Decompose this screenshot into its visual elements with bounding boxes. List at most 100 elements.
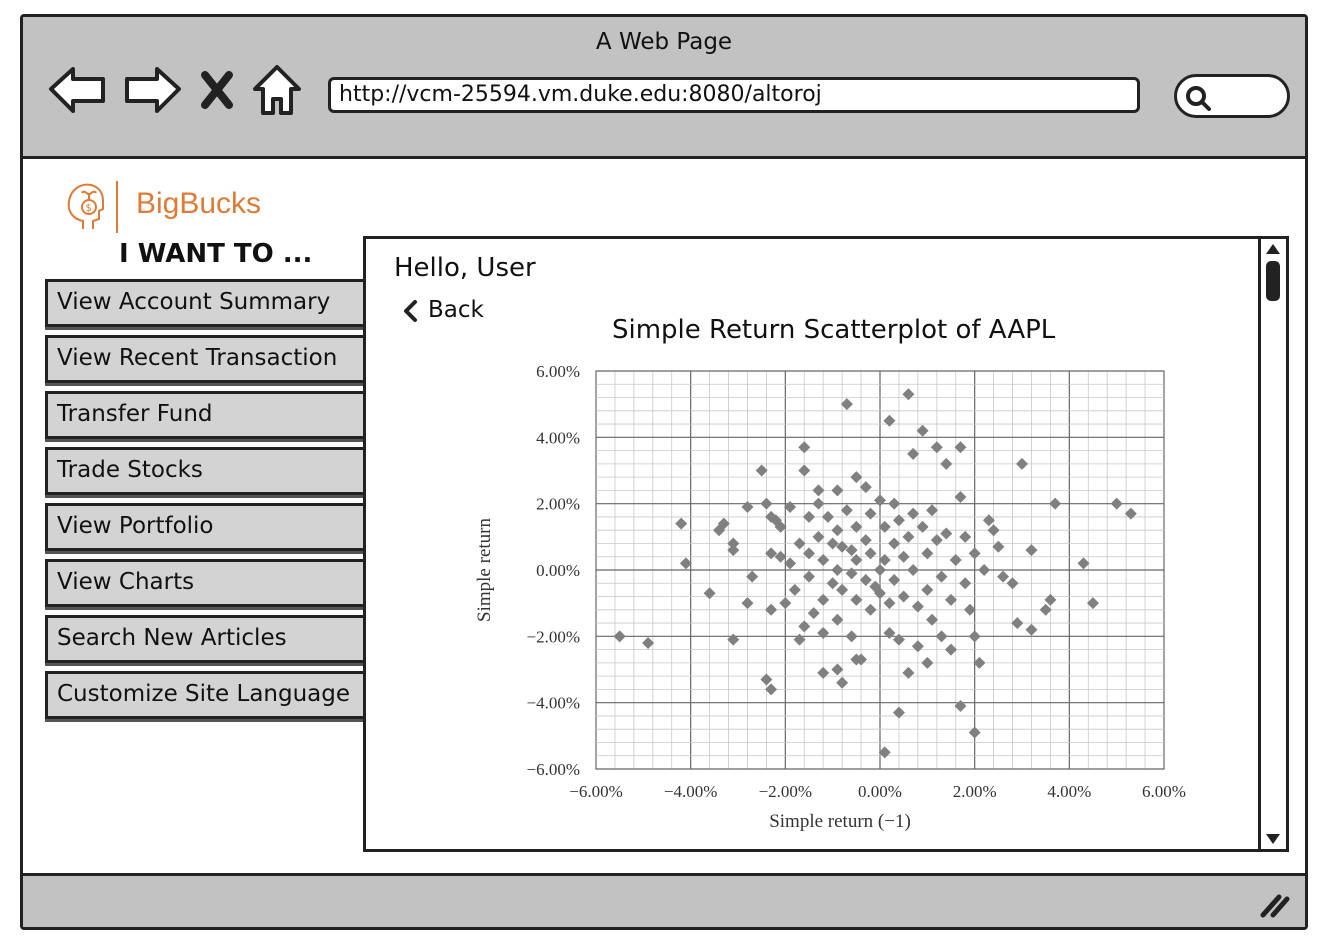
data-point: [1011, 617, 1024, 630]
data-point: [963, 603, 976, 616]
scatter-chart: −6.00% −4.00% −2.00% 0.00% 2.00% 4.00% 6.00% −6…: [474, 362, 1186, 832]
y-tick-label: 4.00%: [536, 428, 580, 447]
address-bar[interactable]: http://vcm-25594.vm.duke.edu:8080/altoro…: [328, 77, 1140, 113]
sidebar-item-view-charts[interactable]: View Charts: [45, 559, 365, 607]
data-point: [973, 656, 986, 669]
data-point: [1025, 623, 1038, 636]
data-point: [812, 484, 825, 497]
data-point: [798, 464, 811, 477]
data-point: [831, 663, 844, 676]
data-point: [892, 706, 905, 719]
data-point: [968, 726, 981, 739]
sidebar-menu: View Account Summary View Recent Transac…: [45, 279, 365, 727]
data-point: [992, 540, 1005, 553]
data-point: [864, 547, 877, 560]
data-point: [1087, 597, 1099, 610]
scroll-up-arrow-icon[interactable]: [1263, 241, 1283, 257]
data-point: [926, 504, 939, 517]
back-link[interactable]: Back: [402, 297, 484, 323]
data-point: [859, 534, 872, 547]
data-point: [954, 491, 967, 504]
data-point: [921, 583, 934, 596]
sidebar-item-customize-site-language[interactable]: Customize Site Language: [45, 671, 365, 719]
browser-search-input[interactable]: [1174, 74, 1290, 118]
data-point: [864, 603, 877, 616]
data-point: [798, 620, 811, 633]
data-point: [741, 500, 754, 513]
data-point: [997, 570, 1010, 583]
data-point: [840, 504, 853, 517]
data-point: [892, 514, 905, 527]
scroll-down-arrow-icon[interactable]: [1263, 831, 1283, 847]
data-point: [760, 673, 773, 686]
chart-title: Simple Return Scatterplot of AAPL: [612, 315, 1056, 345]
stop-icon[interactable]: [197, 61, 237, 119]
x-axis-label: Simple return (−1): [769, 811, 911, 832]
data-point: [817, 666, 830, 679]
back-arrow-icon[interactable]: [47, 61, 107, 119]
data-point: [878, 554, 891, 567]
data-point: [878, 746, 891, 759]
forward-arrow-icon[interactable]: [123, 61, 183, 119]
data-point: [954, 441, 967, 454]
data-point: [907, 447, 920, 460]
data-point: [850, 653, 863, 666]
y-tick-label: 6.00%: [536, 362, 580, 381]
data-point: [831, 613, 844, 626]
data-point: [874, 587, 886, 600]
data-point: [911, 640, 924, 653]
data-point: [845, 544, 858, 557]
sidebar-item-trade-stocks[interactable]: Trade Stocks: [45, 447, 365, 495]
data-point: [883, 597, 896, 610]
data-point: [897, 550, 910, 563]
sidebar-item-search-new-articles[interactable]: Search New Articles: [45, 615, 365, 663]
x-tick-label: −2.00%: [759, 782, 813, 801]
y-tick-label: −4.00%: [527, 694, 581, 713]
data-point: [727, 544, 740, 557]
sidebar-item-transfer-fund[interactable]: Transfer Fund: [45, 391, 365, 439]
data-point: [982, 514, 995, 527]
data-point: [888, 537, 901, 550]
data-point: [831, 564, 844, 576]
data-point: [760, 497, 773, 510]
data-point: [784, 500, 797, 513]
scroll-thumb[interactable]: [1266, 261, 1280, 301]
data-point: [907, 564, 920, 576]
browser-toolbar: A Web Page http://vcm-25594.vm.duke.edu:…: [23, 17, 1305, 159]
data-point: [897, 590, 910, 603]
sidebar-item-view-account-summary[interactable]: View Account Summary: [45, 279, 365, 327]
greeting: Hello, User: [394, 253, 536, 283]
data-point: [916, 520, 929, 533]
data-point: [850, 554, 863, 567]
data-point: [945, 593, 957, 606]
y-tick-label: −6.00%: [527, 760, 581, 779]
data-point: [765, 547, 778, 560]
resize-grip-icon[interactable]: [1257, 891, 1291, 919]
data-point: [907, 507, 920, 520]
data-point: [642, 636, 655, 649]
home-icon[interactable]: [251, 61, 311, 119]
data-point: [845, 630, 858, 643]
data-point: [954, 699, 967, 712]
data-point: [836, 540, 849, 553]
data-point: [874, 564, 886, 576]
sidebar-item-view-recent-transaction[interactable]: View Recent Transaction: [45, 335, 365, 383]
y-axis-label: Simple return: [474, 518, 495, 622]
data-point: [703, 587, 716, 600]
data-point: [888, 573, 901, 586]
sidebar-item-view-portfolio[interactable]: View Portfolio: [45, 503, 365, 551]
data-point: [831, 484, 844, 497]
data-point: [892, 633, 905, 646]
sidebar-heading: I WANT TO ...: [119, 239, 313, 269]
data-point: [817, 554, 830, 567]
status-bar: [23, 873, 1305, 927]
vertical-scrollbar[interactable]: [1258, 239, 1286, 849]
data-point: [746, 570, 759, 583]
x-tick-label: 6.00%: [1142, 782, 1186, 801]
data-point: [845, 567, 858, 580]
data-point: [755, 464, 768, 477]
browser-window: A Web Page http://vcm-25594.vm.duke.edu:…: [20, 14, 1308, 930]
data-point: [911, 600, 924, 613]
data-point: [921, 547, 934, 560]
data-point: [935, 570, 948, 583]
